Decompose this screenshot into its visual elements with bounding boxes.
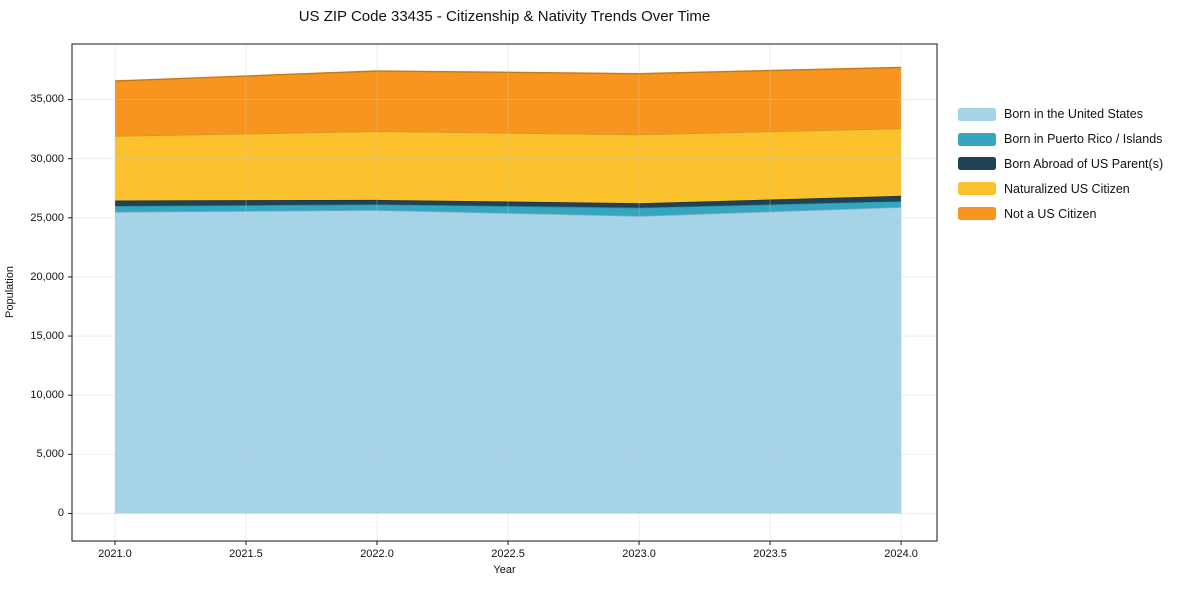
y-tick-label: 10,000: [30, 389, 64, 402]
legend-item: Born in the United States: [958, 102, 1163, 127]
legend-item: Not a US Citizen: [958, 201, 1163, 226]
y-tick-label: 25,000: [30, 211, 64, 224]
chart-title: US ZIP Code 33435 - Citizenship & Nativi…: [298, 8, 711, 25]
legend-item: Born Abroad of US Parent(s): [958, 152, 1163, 177]
y-tick-label: 20,000: [30, 270, 64, 283]
legend-swatch: [958, 157, 996, 171]
legend-swatch: [958, 207, 996, 221]
x-tick-label: 2022.5: [491, 548, 525, 560]
x-axis-label: Year: [493, 564, 516, 576]
y-tick-label: 30,000: [30, 152, 64, 165]
x-tick-label: 2023.0: [622, 548, 656, 560]
legend: Born in the United States Born in Puerto…: [958, 102, 1163, 226]
legend-swatch: [958, 107, 996, 121]
legend-label: Not a US Citizen: [1004, 206, 1097, 221]
x-tick-label: 2023.5: [753, 548, 787, 560]
x-tick-label: 2021.5: [229, 548, 263, 560]
legend-label: Naturalized US Citizen: [1004, 181, 1130, 196]
x-tick-label: 2022.0: [360, 548, 394, 560]
legend-label: Born in the United States: [1004, 107, 1143, 122]
y-tick-label: 15,000: [30, 330, 64, 343]
legend-swatch: [958, 182, 996, 196]
legend-item: Born in Puerto Rico / Islands: [958, 127, 1163, 152]
y-tick-label: 35,000: [30, 93, 64, 106]
legend-label: Born in Puerto Rico / Islands: [1004, 132, 1163, 147]
legend-item: Naturalized US Citizen: [958, 176, 1163, 201]
legend-swatch: [958, 132, 996, 146]
y-tick-label: 0: [57, 507, 64, 520]
y-tick-label: 5,000: [36, 448, 64, 461]
x-tick-label: 2021.0: [98, 548, 132, 560]
legend-label: Born Abroad of US Parent(s): [1004, 156, 1164, 171]
x-tick-label: 2024.0: [884, 548, 918, 560]
